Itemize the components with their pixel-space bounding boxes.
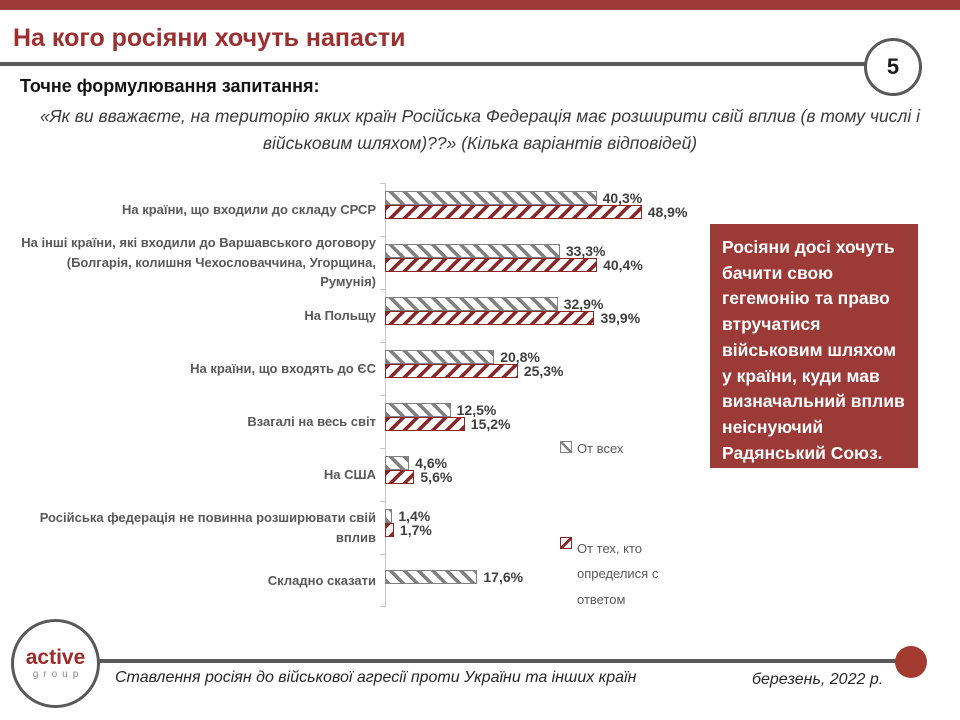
category-label: На Польщу — [304, 307, 376, 323]
bar-series-all — [385, 570, 478, 584]
bar-series-decided — [385, 523, 394, 537]
chart-axis-tick — [380, 448, 385, 449]
chart-row: На країни, що входять до ЄС 20,8% 25,3% — [20, 342, 700, 395]
page-number-badge: 5 — [864, 38, 922, 96]
legend-item-all: От всех — [560, 440, 623, 458]
bar-series-decided — [385, 311, 595, 325]
bar-value-label: 25,3% — [523, 363, 564, 379]
bar-value-label: 1,7% — [399, 522, 432, 538]
question-quote: «Як ви вважаєте, на територію яких країн… — [40, 106, 920, 154]
chart: На країни, що входили до складу СРСР 40,3… — [20, 183, 700, 607]
legend-item-decided: От тех, кто определися с ответом — [560, 536, 669, 612]
chart-axis-tick — [380, 236, 385, 237]
bar-series-all — [385, 509, 393, 523]
bar-value-label: 40,3% — [602, 190, 643, 206]
legend-label-all: От всех — [577, 441, 624, 456]
category-label: Російська федерація не повинна розширюва… — [39, 510, 376, 545]
bar-series-all — [385, 297, 558, 311]
chart-row: На США 4,6% 5,6% — [20, 448, 700, 501]
chart-axis-tick — [380, 606, 385, 607]
legend-swatch-gray-hatch-icon — [560, 441, 572, 453]
chart-axis — [385, 183, 386, 607]
bar-value-label: 33,3% — [565, 243, 606, 259]
bar-series-decided — [385, 364, 518, 378]
bar-value-label: 40,4% — [603, 257, 643, 273]
bar-value-label: 1,4% — [398, 508, 431, 524]
logo-text-group: group — [32, 669, 84, 680]
bar-series-all — [385, 191, 597, 205]
footer-divider — [98, 659, 898, 663]
active-group-logo: active group — [11, 619, 100, 708]
chart-row: На Польщу 32,9% 39,9% — [20, 289, 700, 342]
bar-series-all — [385, 244, 560, 258]
page-number: 5 — [886, 54, 900, 79]
top-accent-strip — [0, 0, 960, 10]
legend-swatch-red-hatch-icon — [560, 537, 572, 549]
title-divider — [0, 62, 866, 66]
chart-axis-tick — [380, 342, 385, 343]
footer-caption: Ставлення росіян до військової агресії п… — [115, 669, 637, 686]
chart-row: На країни, що входили до складу СРСР 40,3… — [20, 183, 700, 236]
chart-row: Складно сказати 17,6% — [20, 554, 700, 607]
bar-value-label: 48,9% — [647, 204, 688, 220]
category-label: На інші країни, які входили до Варшавськ… — [21, 235, 376, 290]
chart-axis-tick — [380, 554, 385, 555]
chart-row: Взагалі на весь світ 12,5% 15,2% — [20, 395, 700, 448]
slide-title: На кого росіяни хочуть напасти — [13, 24, 406, 52]
callout-box: Росіяни досі хочуть бачити свою гегемоні… — [710, 224, 918, 468]
chart-row: На інші країни, які входили до Варшавськ… — [20, 235, 700, 290]
bar-value-label: 15,2% — [470, 416, 511, 432]
logo-text-active: active — [25, 646, 86, 669]
bar-series-decided — [385, 470, 415, 484]
bar-series-decided — [385, 417, 465, 431]
chart-axis-tick — [380, 501, 385, 502]
bar-value-label: 32,9% — [563, 296, 604, 312]
bar-series-decided — [385, 205, 642, 219]
bar-series-decided — [385, 258, 598, 272]
bar-value-label: 12,5% — [456, 402, 497, 418]
bar-series-all — [385, 456, 410, 470]
chart-axis-tick — [380, 289, 385, 290]
footer-date: березень, 2022 р. — [752, 671, 884, 688]
question-label: Точне формулювання запитання: — [20, 76, 320, 96]
bar-value-label: 5,6% — [420, 469, 453, 485]
bar-value-label: 4,6% — [415, 455, 448, 471]
bar-series-all — [385, 350, 495, 364]
chart-row: Російська федерація не повинна розширюва… — [20, 501, 700, 554]
bar-value-label: 39,9% — [600, 310, 641, 326]
category-label: Взагалі на весь світ — [247, 413, 376, 429]
footer-red-dot — [895, 646, 927, 678]
legend-label-decided: От тех, кто определися с ответом — [577, 541, 659, 607]
bar-value-label: 17,6% — [483, 569, 524, 585]
category-label: На США — [323, 466, 376, 482]
chart-axis-tick — [380, 183, 385, 184]
category-label: На країни, що входили до складу СРСР — [122, 201, 376, 217]
chart-axis-tick — [380, 395, 385, 396]
category-label: На країни, що входять до ЄС — [190, 360, 376, 376]
category-label: Складно сказати — [267, 572, 376, 588]
bar-value-label: 20,8% — [500, 349, 540, 365]
bar-series-all — [385, 403, 451, 417]
